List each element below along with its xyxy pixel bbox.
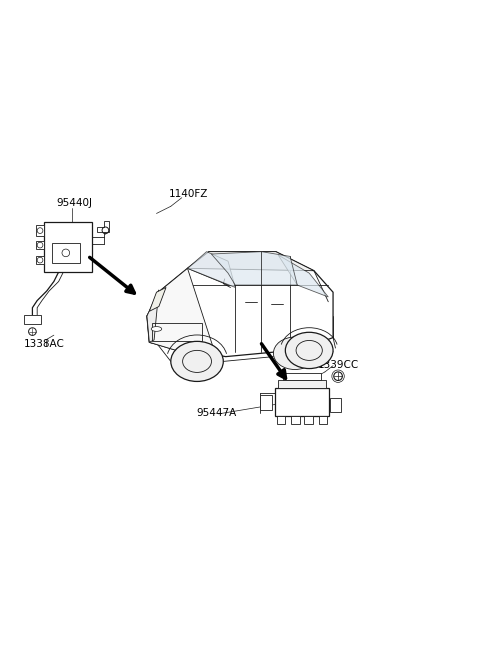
Polygon shape [52,243,80,263]
Text: 1339CC: 1339CC [318,359,360,369]
Ellipse shape [296,340,323,360]
Polygon shape [304,416,313,424]
Polygon shape [278,255,328,297]
Ellipse shape [151,327,162,331]
Ellipse shape [285,333,333,369]
Polygon shape [275,388,329,416]
Polygon shape [44,222,92,272]
Ellipse shape [171,341,223,381]
Polygon shape [291,416,300,424]
Polygon shape [36,256,44,264]
Polygon shape [260,395,272,410]
Polygon shape [278,380,325,388]
Polygon shape [188,252,314,271]
Polygon shape [330,398,341,412]
Polygon shape [283,373,321,380]
Polygon shape [262,252,297,285]
Polygon shape [97,221,109,232]
Polygon shape [277,416,286,424]
Polygon shape [147,290,159,342]
Polygon shape [36,241,44,249]
Polygon shape [36,226,44,236]
Polygon shape [188,252,235,287]
Text: 1338AC: 1338AC [24,339,65,349]
Text: 95447A: 95447A [196,408,236,419]
Polygon shape [24,315,41,325]
Ellipse shape [274,337,316,369]
Polygon shape [149,287,166,312]
Text: 95440J: 95440J [56,198,92,209]
Polygon shape [147,252,333,357]
Ellipse shape [182,350,212,373]
Text: 1140FZ: 1140FZ [168,189,208,199]
Polygon shape [147,268,216,357]
Polygon shape [211,252,262,285]
Polygon shape [319,416,327,424]
